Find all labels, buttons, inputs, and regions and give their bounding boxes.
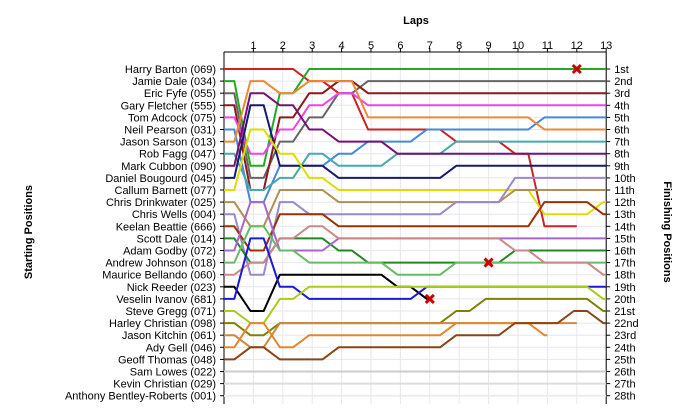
finish-label: 10th [614,173,635,185]
x-tick-label: 7 [427,40,433,52]
start-label: Kevin Christian (029) [113,379,216,391]
start-label: Tom Adcock (075) [128,112,216,124]
finish-label: 17th [614,258,635,270]
finish-label: 1st [614,64,629,76]
finish-label: 24th [614,342,635,354]
series-line-21 [224,285,607,325]
start-label: Neil Pearson (031) [124,125,216,137]
finish-label: 28th [614,391,635,403]
finish-label: 23rd [614,330,636,342]
start-label: Harley Christian (098) [109,318,216,330]
x-tick-label: 2 [280,40,286,52]
start-label: Scott Dale (014) [137,233,216,245]
y-axis-label-right: Finishing Positions [661,181,673,282]
finish-label: 5th [614,112,629,124]
x-tick-label: 12 [571,40,583,52]
x-tick-label: 6 [397,40,403,52]
series-line-10 [224,104,607,179]
starting-position-labels: Harry Barton (069)Jamie Dale (034)Eric F… [65,64,216,403]
finish-label: 20th [614,294,635,306]
series-line-14 [224,201,607,252]
chart-title: Laps [403,15,429,27]
start-label: Chris Wells (004) [132,209,216,221]
finish-label: 15th [614,233,635,245]
start-label: Sam Lowes (022) [130,367,216,379]
finish-label: 26th [614,367,635,379]
x-tick-label: 5 [368,40,374,52]
finish-label: 2nd [614,76,632,88]
dnf-marker-1 [571,63,582,75]
finish-label: 25th [614,354,635,366]
series-lines [224,68,607,397]
plot-frame [220,48,611,404]
start-label: Ady Gell (046) [146,342,216,354]
dnf-marker-19 [424,293,435,304]
finish-label: 14th [614,221,635,233]
x-tick-labels: 1 2 3 4 5 6 7 8 9 10 11 12 13 [250,40,612,52]
series-line-5 [224,92,607,155]
series-line-13 [224,176,607,276]
dnf-marker-17 [483,257,494,268]
x-tick-label: 3 [309,40,315,52]
x-tick-label: 4 [339,40,345,52]
start-label: Nick Reeder (023) [127,282,216,294]
start-label: Adam Godby (072) [123,246,216,258]
start-label: Rob Fagg (047) [139,149,216,161]
finish-label: 13th [614,209,635,221]
start-label: Jason Sarson (013) [120,137,216,149]
series-line-9 [224,92,607,167]
start-label: Geoff Thomas (048) [118,354,216,366]
start-label: Chris Drinkwater (025) [106,197,216,209]
x-tick-label: 9 [486,40,492,52]
finish-label: 8th [614,149,629,161]
series-line-3 [224,80,607,179]
finish-label: 16th [614,246,635,258]
start-label: Eric Fyfe (055) [144,88,216,100]
finish-label: 4th [614,100,629,112]
finish-label: 18th [614,270,635,282]
x-tick-label: 13 [600,40,612,52]
finish-label: 22nd [614,318,638,330]
finish-label: 6th [614,125,629,137]
finish-label: 12th [614,197,635,209]
series-line-11 [224,128,607,216]
x-tick-label: 8 [456,40,462,52]
x-tick-label: 1 [250,40,256,52]
series-line-12 [224,189,607,228]
start-label: Mark Cubbon (090) [121,161,216,173]
finish-label: 27th [614,379,635,391]
finish-label: 21st [614,306,635,318]
series-line-22 [224,297,607,337]
y-axis-label-left: Starting Positions [23,185,35,279]
start-label: Jason Kitchin (061) [122,330,216,342]
start-label: Andrew Johnson (018) [105,258,216,270]
series-line-7 [224,80,607,143]
start-label: Harry Barton (069) [125,64,216,76]
series-line-18 [224,225,607,276]
series-line-4 [224,80,607,191]
start-label: Keelan Beattie (666) [116,221,216,233]
series-line-19 [224,273,430,312]
start-label: Steve Gregg (071) [126,306,217,318]
start-label: Jamie Dale (034) [132,76,216,88]
x-tick-label: 11 [542,40,553,52]
start-label: Veselin Ivanov (681) [116,294,216,306]
start-label: Callum Barnett (077) [115,185,217,197]
start-label: Anthony Bentley-Roberts (001) [65,391,216,403]
start-label: Gary Fletcher (555) [121,100,216,112]
series-line-24 [224,322,548,349]
finish-label: 19th [614,282,635,294]
start-label: Maurice Bellando (060) [102,270,216,282]
finish-label: 3rd [614,88,630,100]
finish-label: 11th [614,185,635,197]
start-label: Daniel Bougourd (045) [105,173,216,185]
finish-label: 9th [614,161,629,173]
series-line-25 [224,310,607,361]
x-tick-label: 10 [512,40,524,52]
finishing-position-labels: 1st2nd3rd4th5th6th7th8th9th10th11th12th1… [614,64,638,403]
finish-label: 7th [614,137,629,149]
dnf-markers [424,63,582,304]
